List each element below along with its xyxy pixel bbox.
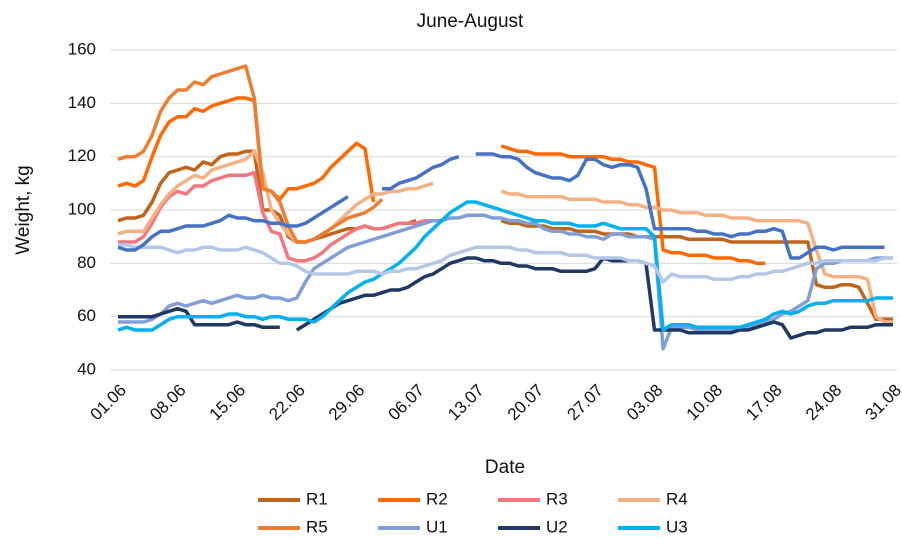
y-tick-label: 160 — [68, 39, 96, 58]
series-line — [118, 256, 893, 340]
y-tick-label: 120 — [68, 146, 96, 165]
x-tick-label: 31.08 — [861, 381, 902, 425]
x-tick-label: 13.07 — [444, 381, 488, 425]
chart-title: June-August — [417, 11, 524, 32]
series-line — [118, 213, 893, 351]
legend-label: U3 — [666, 517, 688, 536]
series-line — [118, 242, 893, 284]
x-tick-label: 08.06 — [146, 381, 190, 425]
series-line — [117, 200, 893, 332]
y-axis-label: Weight, kg — [13, 165, 34, 254]
x-tick-label: 10.08 — [683, 381, 727, 425]
x-tick-label: 22.06 — [265, 381, 309, 425]
legend-label: U1 — [426, 517, 448, 536]
y-tick-label: 40 — [77, 359, 96, 378]
x-tick-label: 06.07 — [385, 381, 429, 425]
x-tick-label: 01.06 — [86, 381, 130, 425]
legend-label: R4 — [666, 489, 688, 508]
legend-label: R2 — [426, 489, 448, 508]
y-tick-label: 80 — [77, 253, 96, 272]
legend-label: R1 — [306, 489, 328, 508]
y-tick-label: 60 — [77, 306, 96, 325]
y-tick-label: 100 — [68, 199, 96, 218]
legend-label: R5 — [306, 517, 328, 536]
legend-label: U2 — [546, 517, 568, 536]
series-line — [118, 170, 434, 263]
x-tick-label: 03.08 — [623, 381, 667, 425]
series-line — [117, 96, 766, 266]
x-tick-label: 15.06 — [206, 381, 250, 425]
x-tick-label: 24.08 — [802, 381, 846, 425]
x-tick-label: 17.08 — [742, 381, 786, 425]
x-tick-label: 29.06 — [325, 381, 369, 425]
series-line — [117, 149, 893, 324]
x-tick-label: 27.07 — [563, 381, 607, 425]
series-line — [117, 152, 885, 260]
series-line — [117, 64, 384, 244]
x-tick-label: 20.07 — [504, 381, 548, 425]
x-axis-label: Date — [485, 457, 525, 478]
legend-label: R3 — [546, 489, 568, 508]
y-tick-label: 140 — [68, 93, 96, 112]
